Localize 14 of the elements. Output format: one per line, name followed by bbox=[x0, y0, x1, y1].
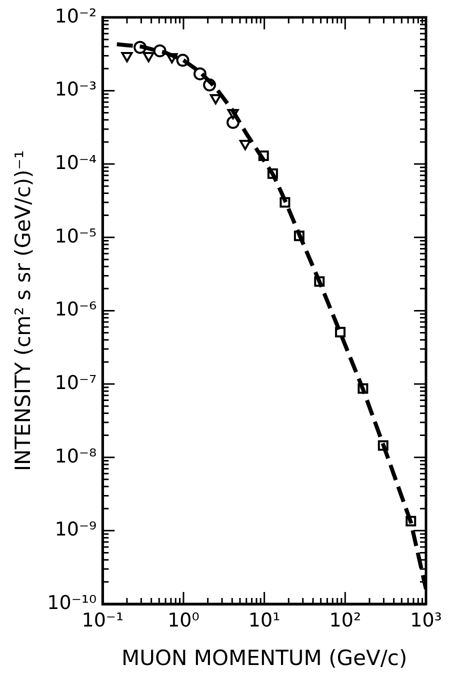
y-tick-label: 10⁻⁹ bbox=[54, 518, 97, 541]
y-tick-label: 10⁻⁷ bbox=[54, 372, 97, 394]
x-tick-label: 10³ bbox=[410, 609, 442, 632]
y-tick-label: 10⁻³ bbox=[54, 78, 97, 101]
y-tick-label: 10⁻⁶ bbox=[54, 298, 97, 321]
y-axis-title: INTENSITY (cm² s sr (GeV/c))⁻¹ bbox=[11, 150, 36, 472]
x-tick-label: 10¹ bbox=[248, 609, 280, 632]
y-tick-label: 10⁻² bbox=[54, 5, 97, 28]
y-tick-label: 10⁻⁴ bbox=[54, 152, 98, 174]
y-tick-label: 10⁻⁸ bbox=[54, 445, 97, 468]
x-tick-label: 10⁰ bbox=[168, 609, 200, 632]
x-tick-label: 10² bbox=[329, 609, 362, 632]
x-axis-title: MUON MOMENTUM (GeV/c) bbox=[121, 646, 408, 670]
y-tick-label: 10⁻⁵ bbox=[54, 225, 97, 248]
